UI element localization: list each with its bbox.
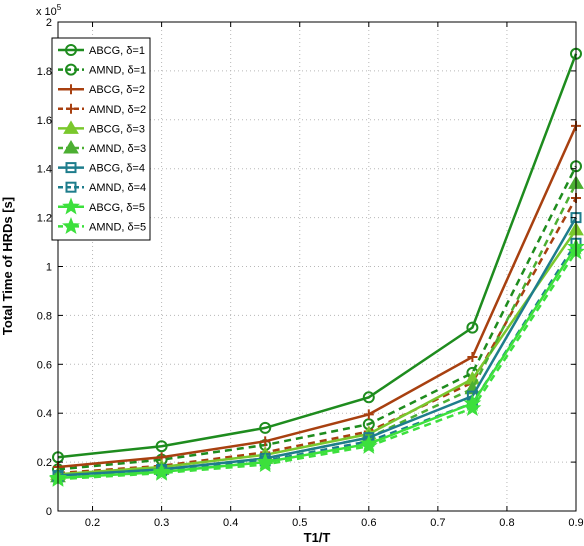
y-tick-label: 1.2 (37, 213, 52, 225)
x-tick-label: 0.9 (568, 517, 583, 529)
legend-marker (62, 217, 80, 235)
y-tick-label: 0.4 (37, 408, 52, 420)
series-line (57, 216, 578, 477)
x-tick-label: 0.8 (499, 517, 514, 529)
legend-item: ABCG, δ=1 (58, 44, 145, 57)
legend-label: ABCG, δ=3 (89, 123, 145, 135)
legend-marker (63, 120, 79, 134)
series-line (57, 165, 578, 471)
legend-item: ABCG, δ=3 (58, 120, 145, 135)
y-tick-label: 1 (46, 262, 52, 274)
data-point (463, 398, 482, 416)
legend-item: AMND, δ=5 (58, 217, 146, 235)
x-tick-label: 0.4 (223, 517, 238, 529)
y-tick-label: 1.4 (37, 164, 52, 176)
data-point (260, 436, 271, 447)
legend: ABCG, δ=1 AMND, δ=1 ABCG, δ=2 AMND, δ=2 ABCG… (51, 37, 151, 241)
data-point (155, 440, 168, 453)
legend-item: AMND, δ=3 (58, 140, 146, 155)
axis-ticks: 0.2 0.3 0.4 0.5 0.6 0.7 0.8 0.9 0 0.2 0.4 0.6 0.8 1 1.… (37, 17, 584, 529)
legend-label: ABCG, δ=4 (89, 163, 145, 175)
y-tick-label: 2 (46, 17, 52, 29)
x-tick-label: 0.3 (154, 517, 169, 529)
legend-label: AMND, δ=5 (89, 221, 146, 233)
x-axis-title: T1/T (304, 530, 331, 545)
legend-marker (66, 84, 76, 95)
legend-label: AMND, δ=4 (89, 182, 146, 194)
legend-label: ABCG, δ=1 (89, 45, 145, 57)
data-point (359, 436, 378, 454)
y-tick-label: 0 (46, 506, 52, 518)
legend-label: ABCG, δ=2 (89, 84, 145, 96)
y-axis-title: Total Time of HRDs [s] (0, 197, 15, 335)
x-tick-label: 0.6 (361, 517, 376, 529)
legend-marker (66, 103, 76, 114)
legend-marker (65, 181, 77, 193)
data-point (363, 409, 374, 420)
series-line (57, 251, 578, 481)
series-line (57, 229, 578, 476)
y-multiplier-exponent: 5 (57, 3, 62, 12)
legend-marker (63, 140, 79, 154)
legend-marker (65, 44, 77, 56)
y-tick-label: 1.8 (37, 66, 52, 78)
y-tick-label: 1.6 (37, 115, 52, 127)
x-tick-label: 0.2 (85, 517, 100, 529)
legend-marker (65, 63, 77, 76)
y-tick-label: 0.8 (37, 310, 52, 322)
y-multiplier: x 105 (36, 3, 62, 18)
series-line (57, 242, 578, 479)
data-point (256, 455, 275, 473)
data-point (259, 421, 272, 434)
y-tick-label: 0.6 (37, 359, 52, 371)
legend-label: AMND, δ=2 (89, 104, 146, 116)
legend-item: ABCG, δ=5 (58, 197, 145, 215)
legend-item: ABCG, δ=2 (58, 84, 145, 96)
x-tick-label: 0.7 (430, 517, 445, 529)
legend-label: ABCG, δ=5 (89, 202, 145, 214)
legend-label: AMND, δ=1 (89, 65, 146, 77)
series-5 (50, 221, 584, 480)
legend-item: AMND, δ=2 (58, 103, 146, 116)
x-tick-label: 0.5 (292, 517, 307, 529)
legend-item: AMND, δ=1 (58, 63, 146, 77)
legend-marker (62, 197, 80, 215)
legend-marker (65, 162, 77, 174)
data-point (152, 463, 171, 481)
data-point (466, 321, 479, 334)
series-line (57, 125, 578, 469)
data-point (362, 391, 375, 404)
legend-label: AMND, δ=3 (89, 143, 146, 155)
y-tick-label: 0.2 (37, 457, 52, 469)
legend-item: AMND, δ=4 (58, 181, 146, 194)
data-point (467, 351, 478, 362)
series-line (57, 53, 578, 459)
legend-item: ABCG, δ=4 (58, 162, 145, 175)
